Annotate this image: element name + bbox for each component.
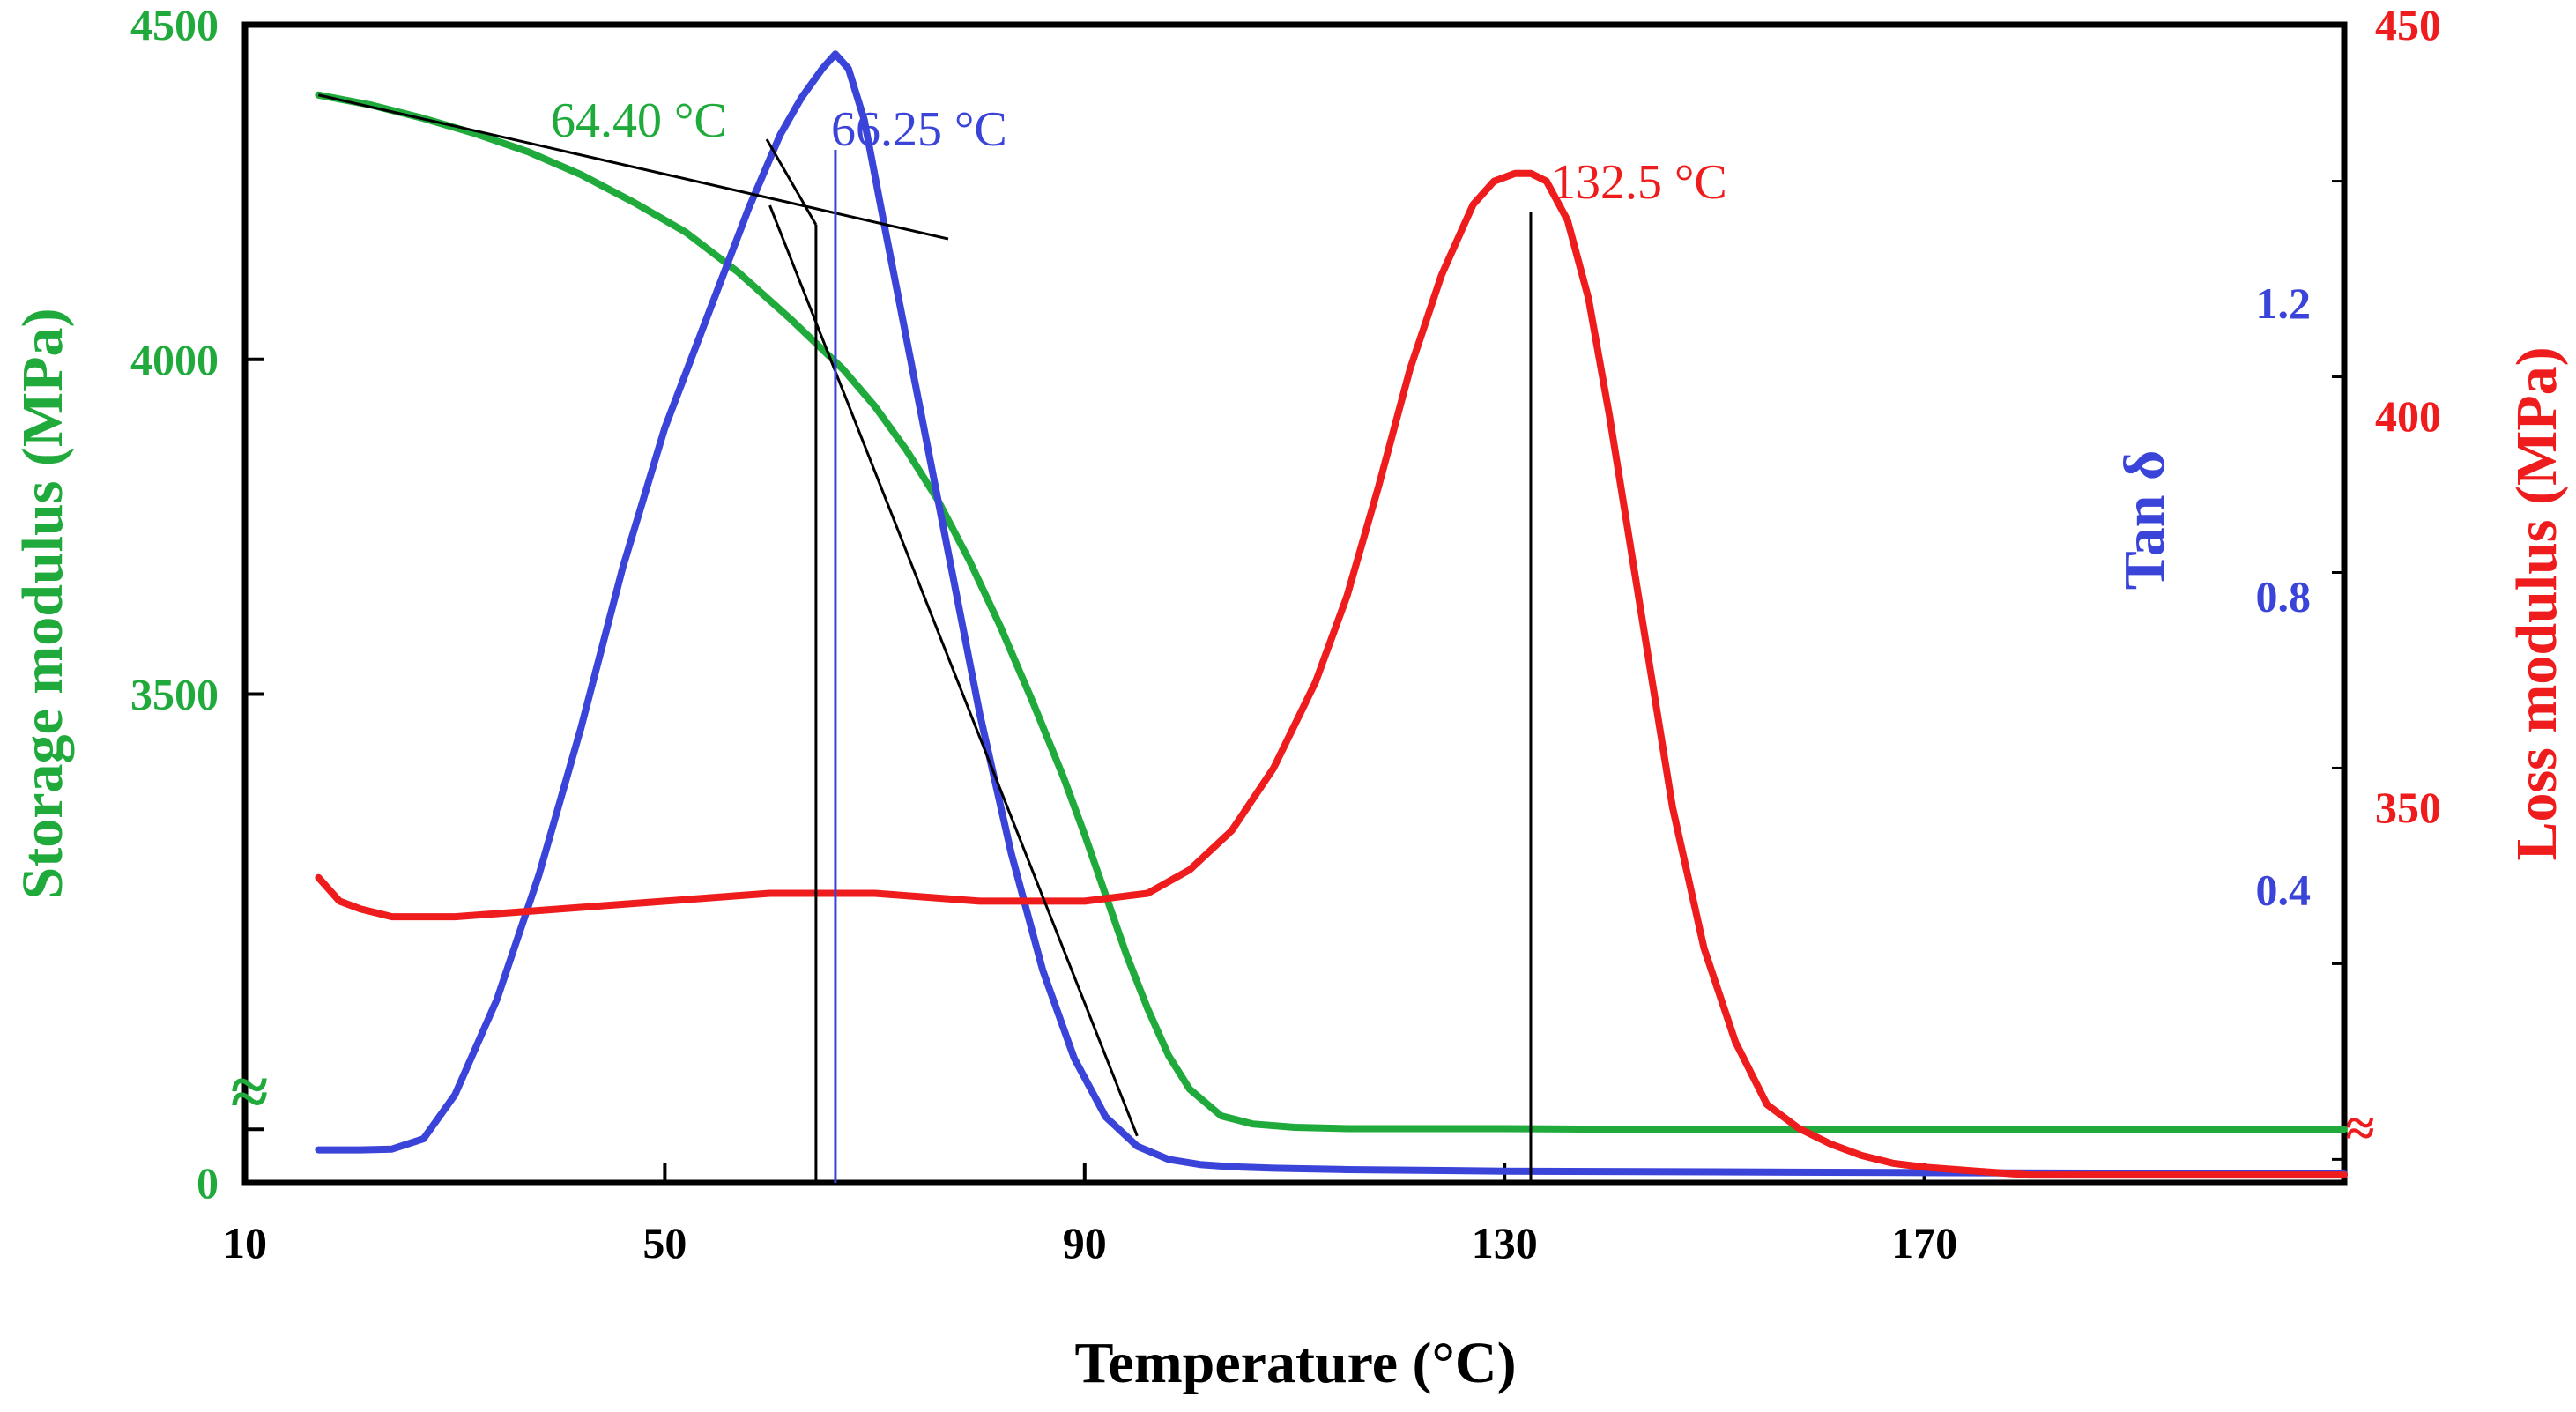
curves bbox=[315, 50, 2348, 1179]
plot-frame bbox=[241, 21, 2348, 1186]
series-line-tan bbox=[315, 50, 2348, 1178]
series-line-loss-modulus bbox=[315, 169, 2348, 1179]
storage-tick-label: 3500 bbox=[130, 670, 219, 719]
x-tick-label: 170 bbox=[1891, 1218, 1957, 1267]
x-tick-label: 50 bbox=[642, 1218, 687, 1267]
loss-tick-label: 450 bbox=[2375, 0, 2441, 49]
plot-border bbox=[241, 21, 2348, 1186]
x-tick-label: 130 bbox=[1472, 1218, 1538, 1267]
storage-axis-title: Storage modulus (MPa) bbox=[11, 308, 75, 900]
overlay bbox=[318, 93, 1533, 1183]
tan-delta-tick-label: 1.2 bbox=[2256, 279, 2312, 328]
loss-tick-label: 400 bbox=[2375, 391, 2441, 441]
tan-delta-axis-title: Tan δ bbox=[2112, 450, 2177, 590]
annotation-tan-delta-peak: 66.25 °C bbox=[831, 102, 1007, 157]
loss-axis-title: Loss modulus (MPa) bbox=[2505, 346, 2569, 860]
tangent-line bbox=[768, 204, 1139, 1137]
annotation-loss-peak: 132.5 °C bbox=[1551, 155, 1727, 210]
x-tick-label: 90 bbox=[1063, 1218, 1107, 1267]
series-line-storage-modulus bbox=[315, 91, 2348, 1133]
labels: 10 50 90 130 1704500400035000≈450400350≈1.20… bbox=[11, 0, 2569, 1395]
tan-delta-tick-label: 0.4 bbox=[2256, 865, 2312, 914]
storage-tick-label: 4500 bbox=[130, 0, 219, 49]
loss-tick-label: 350 bbox=[2375, 783, 2441, 832]
storage-tick-label: 4000 bbox=[130, 335, 219, 384]
x-axis-title: Temperature (°C) bbox=[1074, 1331, 1516, 1395]
x-tick-label: 10 bbox=[223, 1218, 267, 1267]
tan-delta-tick-label: 0.8 bbox=[2256, 572, 2312, 621]
storage-axis-break-icon: ≈ bbox=[231, 1053, 269, 1130]
loss-axis-break-icon: ≈ bbox=[2346, 1099, 2375, 1157]
storage-tick-label: 0 bbox=[197, 1158, 219, 1208]
tangent-line bbox=[318, 93, 949, 241]
onset-leader-line bbox=[765, 138, 818, 226]
annotation-storage-onset: 64.40 °C bbox=[551, 93, 727, 148]
